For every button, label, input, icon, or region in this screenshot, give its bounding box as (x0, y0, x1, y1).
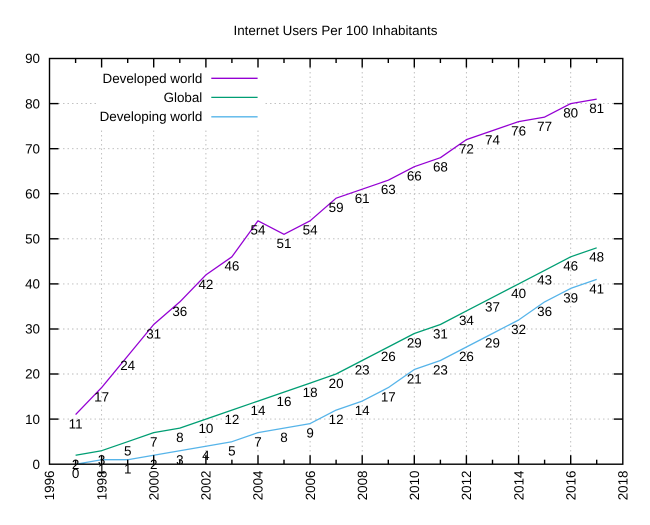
svg-text:2008: 2008 (355, 471, 370, 501)
svg-text:40: 40 (25, 277, 40, 292)
svg-text:12: 12 (329, 412, 344, 427)
svg-text:46: 46 (563, 259, 578, 274)
svg-text:24: 24 (120, 358, 135, 373)
svg-text:21: 21 (407, 371, 422, 386)
svg-text:59: 59 (329, 200, 344, 215)
svg-text:70: 70 (25, 141, 40, 156)
svg-text:36: 36 (537, 304, 552, 319)
svg-text:8: 8 (176, 430, 183, 445)
svg-text:8: 8 (280, 430, 287, 445)
svg-text:68: 68 (433, 160, 448, 175)
svg-text:5: 5 (124, 444, 131, 459)
svg-text:2014: 2014 (511, 470, 526, 500)
svg-text:42: 42 (198, 277, 213, 292)
svg-text:10: 10 (25, 412, 40, 427)
svg-text:74: 74 (485, 133, 500, 148)
svg-text:23: 23 (433, 362, 448, 377)
svg-text:46: 46 (224, 259, 239, 274)
svg-text:48: 48 (589, 250, 604, 265)
svg-text:2: 2 (150, 457, 157, 472)
svg-text:76: 76 (511, 124, 526, 139)
svg-text:3: 3 (98, 453, 105, 468)
svg-text:1: 1 (98, 462, 105, 477)
svg-text:2: 2 (72, 457, 79, 472)
svg-text:29: 29 (485, 335, 500, 350)
svg-text:34: 34 (459, 313, 474, 328)
svg-text:2002: 2002 (199, 471, 214, 501)
svg-text:41: 41 (589, 281, 604, 296)
svg-text:7: 7 (254, 435, 261, 450)
svg-text:16: 16 (277, 394, 292, 409)
svg-text:17: 17 (381, 390, 396, 405)
svg-text:Internet Users Per 100 Inhabit: Internet Users Per 100 Inhabitants (234, 23, 438, 38)
svg-text:5: 5 (228, 444, 235, 459)
svg-text:2004: 2004 (251, 470, 266, 500)
svg-text:10: 10 (198, 421, 213, 436)
svg-text:30: 30 (25, 322, 40, 337)
svg-text:43: 43 (537, 272, 552, 287)
svg-text:20: 20 (25, 367, 40, 382)
svg-text:Developing world: Developing world (100, 109, 203, 124)
svg-text:54: 54 (303, 223, 318, 238)
svg-text:1998: 1998 (94, 471, 109, 501)
svg-text:14: 14 (355, 403, 370, 418)
svg-text:29: 29 (407, 335, 422, 350)
svg-text:77: 77 (537, 119, 552, 134)
svg-text:9: 9 (306, 426, 313, 441)
svg-text:2006: 2006 (303, 471, 318, 501)
svg-text:Developed world: Developed world (103, 71, 203, 86)
svg-text:11: 11 (69, 417, 83, 432)
svg-text:31: 31 (146, 326, 161, 341)
svg-text:3: 3 (176, 453, 183, 468)
svg-text:61: 61 (355, 191, 370, 206)
svg-text:17: 17 (94, 390, 109, 405)
svg-text:1996: 1996 (42, 471, 57, 501)
svg-text:Global: Global (164, 90, 203, 105)
svg-text:2016: 2016 (563, 471, 578, 501)
svg-text:20: 20 (329, 376, 344, 391)
svg-text:72: 72 (459, 142, 474, 157)
svg-text:36: 36 (172, 304, 187, 319)
svg-text:2010: 2010 (407, 471, 422, 501)
svg-text:4: 4 (202, 448, 210, 463)
svg-text:26: 26 (381, 349, 396, 364)
svg-text:32: 32 (511, 322, 526, 337)
svg-text:50: 50 (25, 232, 40, 247)
svg-text:18: 18 (303, 385, 318, 400)
svg-text:23: 23 (355, 362, 370, 377)
svg-text:63: 63 (381, 182, 396, 197)
svg-text:2018: 2018 (616, 471, 631, 501)
svg-text:2012: 2012 (459, 471, 474, 501)
svg-text:26: 26 (459, 349, 474, 364)
svg-text:66: 66 (407, 169, 422, 184)
svg-text:51: 51 (277, 236, 292, 251)
svg-text:1: 1 (124, 462, 131, 477)
svg-text:81: 81 (589, 101, 604, 116)
svg-text:40: 40 (511, 286, 526, 301)
svg-text:0: 0 (72, 466, 79, 481)
svg-text:0: 0 (33, 457, 40, 472)
svg-text:80: 80 (25, 96, 40, 111)
svg-text:14: 14 (251, 403, 266, 418)
svg-text:12: 12 (224, 412, 239, 427)
svg-text:37: 37 (485, 299, 500, 314)
svg-text:60: 60 (25, 186, 40, 201)
svg-text:80: 80 (563, 106, 578, 121)
svg-text:90: 90 (25, 51, 40, 66)
svg-text:2000: 2000 (146, 471, 161, 501)
svg-text:31: 31 (433, 326, 448, 341)
svg-text:7: 7 (150, 435, 157, 450)
svg-text:39: 39 (563, 290, 578, 305)
svg-text:54: 54 (251, 223, 266, 238)
